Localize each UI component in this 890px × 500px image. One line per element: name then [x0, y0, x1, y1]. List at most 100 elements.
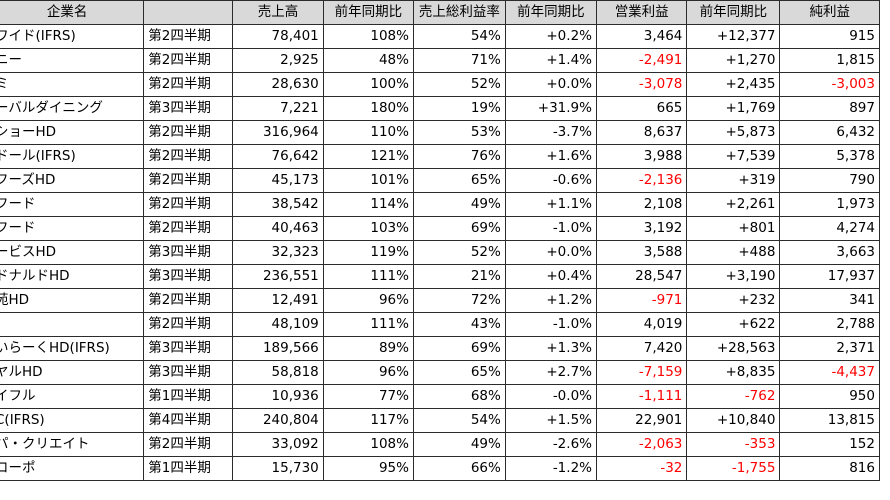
sales-cell: 7,221 [232, 96, 324, 121]
col-header-operating-profit-yoy: 前年同期比 [686, 0, 781, 25]
gross-margin-cell: 71% [412, 48, 506, 73]
operating-profit-yoy-cell: +2,435 [686, 72, 781, 97]
sales-yoy-cell: 114% [322, 192, 414, 217]
sales-cell: 240,804 [232, 408, 324, 433]
period-cell: 第3四半期 [143, 96, 234, 121]
net-profit-cell: 13,815 [779, 408, 880, 433]
net-profit-cell: 915 [779, 24, 880, 49]
gross-margin-cell: 66% [412, 456, 506, 481]
operating-profit-yoy-cell: -353 [686, 432, 781, 457]
sales-cell: 45,173 [232, 168, 324, 193]
operating-profit-cell: 3,588 [595, 240, 688, 265]
company-name-cell: ドール(IFRS) [0, 144, 145, 169]
operating-profit-cell: -7,159 [595, 360, 688, 385]
sales-cell: 58,818 [232, 360, 324, 385]
operating-profit-cell: 22,901 [595, 408, 688, 433]
net-profit-cell: 790 [779, 168, 880, 193]
sales-cell: 189,566 [232, 336, 324, 361]
table-body: ワイド(IFRS) 第2四半期 78,401 108% 54% +0.2% 3,464 +12… [0, 24, 880, 481]
gross-margin-yoy-cell: +1.3% [504, 336, 597, 361]
gross-margin-yoy-cell: -0.6% [504, 168, 597, 193]
sales-cell: 78,401 [232, 24, 324, 49]
gross-margin-cell: 68% [412, 384, 506, 409]
operating-profit-cell: 28,547 [595, 264, 688, 289]
operating-profit-cell: -3,078 [595, 72, 688, 97]
sales-cell: 316,964 [232, 120, 324, 145]
gross-margin-yoy-cell: +1.5% [504, 408, 597, 433]
col-header-gross-margin: 売上総利益率 [412, 0, 506, 25]
sales-cell: 38,542 [232, 192, 324, 217]
operating-profit-yoy-cell: +2,261 [686, 192, 781, 217]
net-profit-cell: 816 [779, 456, 880, 481]
sales-yoy-cell: 108% [322, 24, 414, 49]
operating-profit-cell: 3,192 [595, 216, 688, 241]
col-header-net-profit: 純利益 [779, 0, 880, 25]
net-profit-cell: 5,378 [779, 144, 880, 169]
gross-margin-cell: 49% [412, 192, 506, 217]
sales-cell: 28,630 [232, 72, 324, 97]
net-profit-cell: 2,371 [779, 336, 880, 361]
period-cell: 第4四半期 [143, 408, 234, 433]
operating-profit-yoy-cell: +5,873 [686, 120, 781, 145]
company-name-cell: フーズHD [0, 168, 145, 193]
operating-profit-cell: -971 [595, 288, 688, 313]
period-cell: 第2四半期 [143, 312, 234, 337]
sales-cell: 32,323 [232, 240, 324, 265]
net-profit-cell: 6,432 [779, 120, 880, 145]
table-row: ドナルドHD 第3四半期 236,551 111% 21% +0.4% 28,547 +3,1… [0, 264, 880, 289]
operating-profit-yoy-cell: +10,840 [686, 408, 781, 433]
net-profit-cell: 1,973 [779, 192, 880, 217]
gross-margin-yoy-cell: +31.9% [504, 96, 597, 121]
company-name-cell: ニー [0, 48, 145, 73]
sales-cell: 33,092 [232, 432, 324, 457]
company-name-cell: C(IFRS) [0, 408, 145, 433]
sales-cell: 76,642 [232, 144, 324, 169]
table-row: ミ第2四半期28,630100%52%+0.0%-3,078+2,435-3,0… [0, 72, 880, 97]
company-name-cell: ービスHD [0, 240, 145, 265]
company-name-cell: フード [0, 216, 145, 241]
col-header-company: 企業名 [0, 0, 145, 25]
net-profit-cell: 950 [779, 384, 880, 409]
operating-profit-yoy-cell: +1,270 [686, 48, 781, 73]
operating-profit-cell: 2,108 [595, 192, 688, 217]
period-cell: 第1四半期 [143, 456, 234, 481]
period-cell: 第3四半期 [143, 264, 234, 289]
gross-margin-yoy-cell: -0.0% [504, 384, 597, 409]
gross-margin-yoy-cell: -1.0% [504, 216, 597, 241]
net-profit-cell: 1,815 [779, 48, 880, 73]
net-profit-cell: -4,437 [779, 360, 880, 385]
table-row: ワイド(IFRS) 第2四半期 78,401 108% 54% +0.2% 3,464 +12… [0, 24, 880, 49]
sales-yoy-cell: 119% [322, 240, 414, 265]
company-name-cell: 苑HD [0, 288, 145, 313]
gross-margin-yoy-cell: -1.2% [504, 456, 597, 481]
gross-margin-cell: 76% [412, 144, 506, 169]
period-cell: 第2四半期 [143, 48, 234, 73]
gross-margin-yoy-cell: +0.0% [504, 72, 597, 97]
company-name-cell: ショーHD [0, 120, 145, 145]
period-cell: 第2四半期 [143, 216, 234, 241]
period-cell: 第2四半期 [143, 432, 234, 457]
gross-margin-cell: 54% [412, 24, 506, 49]
period-cell: 第1四半期 [143, 384, 234, 409]
gross-margin-cell: 65% [412, 168, 506, 193]
sales-yoy-cell: 117% [322, 408, 414, 433]
sales-cell: 10,936 [232, 384, 324, 409]
period-cell: 第2四半期 [143, 24, 234, 49]
net-profit-cell: 341 [779, 288, 880, 313]
operating-profit-yoy-cell: +488 [686, 240, 781, 265]
operating-profit-yoy-cell: -762 [686, 384, 781, 409]
col-header-sales-yoy: 前年同期比 [322, 0, 414, 25]
operating-profit-yoy-cell: +801 [686, 216, 781, 241]
operating-profit-yoy-cell: +232 [686, 288, 781, 313]
operating-profit-yoy-cell: +28,563 [686, 336, 781, 361]
operating-profit-cell: 7,420 [595, 336, 688, 361]
gross-margin-cell: 53% [412, 120, 506, 145]
gross-margin-yoy-cell: +0.4% [504, 264, 597, 289]
operating-profit-yoy-cell: -1,755 [686, 456, 781, 481]
operating-profit-yoy-cell: +7,539 [686, 144, 781, 169]
table-row: いらーくHD(IFRS) 第3四半期 189,566 89% 69% +1.3% 7,420… [0, 336, 880, 361]
company-name-cell: ドナルドHD [0, 264, 145, 289]
operating-profit-cell: 3,988 [595, 144, 688, 169]
